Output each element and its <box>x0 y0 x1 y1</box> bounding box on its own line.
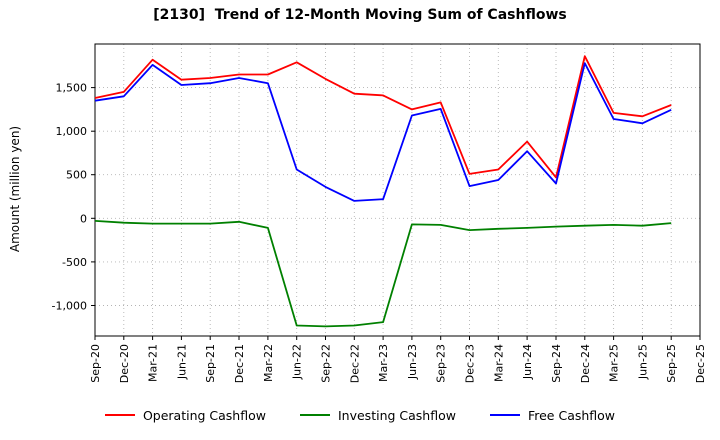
chart-canvas: -1,000 -500 0 500 1,000 1,500 Sep-20 Dec-20 Mar-… <box>52 43 707 384</box>
legend-item-operating-cashflow: Operating Cashflow <box>104 407 266 423</box>
svg-text:Sep-20: Sep-20 <box>89 344 102 383</box>
svg-text:0: 0 <box>80 212 87 225</box>
series-investing-cashflow <box>94 220 672 328</box>
svg-text:Dec-20: Dec-20 <box>118 344 131 383</box>
svg-text:Jun-22: Jun-22 <box>291 344 304 380</box>
series-operating-cashflow <box>94 55 672 179</box>
legend-line-investing-cashflow <box>299 414 330 416</box>
svg-text:Dec-22: Dec-22 <box>348 344 361 383</box>
svg-text:Mar-23: Mar-23 <box>377 344 390 382</box>
svg-text:Sep-25: Sep-25 <box>665 344 678 383</box>
legend-label-free-cashflow: Free Cashflow <box>527 407 616 423</box>
legend-label-operating-cashflow: Operating Cashflow <box>142 407 266 423</box>
svg-text:Dec-23: Dec-23 <box>464 344 477 383</box>
svg-text:Sep-21: Sep-21 <box>204 344 217 383</box>
svg-text:Jun-24: Jun-24 <box>521 344 534 380</box>
svg-text:Dec-25: Dec-25 <box>694 344 707 383</box>
svg-text:Mar-25: Mar-25 <box>608 344 621 382</box>
svg-text:-1,000: -1,000 <box>52 300 87 313</box>
svg-text:Mar-24: Mar-24 <box>492 344 505 382</box>
svg-text:Sep-24: Sep-24 <box>550 344 563 383</box>
legend-label-investing-cashflow: Investing Cashflow <box>337 407 456 423</box>
legend-item-investing-cashflow: Investing Cashflow <box>299 407 456 423</box>
svg-text:1,500: 1,500 <box>56 82 88 95</box>
svg-text:Jun-23: Jun-23 <box>406 344 419 380</box>
series-free-cashflow <box>94 62 672 202</box>
svg-text:Jun-21: Jun-21 <box>175 344 188 380</box>
svg-text:Mar-21: Mar-21 <box>147 344 160 382</box>
svg-text:-500: -500 <box>62 256 87 269</box>
axis-ticks-and-labels: -1,000 -500 0 500 1,000 1,500 Sep-20 Dec-20 Mar-… <box>52 82 707 384</box>
svg-text:Dec-21: Dec-21 <box>233 344 246 383</box>
svg-text:Mar-22: Mar-22 <box>262 344 275 382</box>
legend-line-operating-cashflow <box>104 414 135 416</box>
legend: Operating Cashflow Investing Cashflow Fr… <box>0 403 720 427</box>
svg-text:Sep-22: Sep-22 <box>320 344 333 383</box>
plot-border <box>94 43 701 337</box>
svg-text:1,000: 1,000 <box>56 125 88 138</box>
legend-line-free-cashflow <box>489 414 520 416</box>
svg-text:Sep-23: Sep-23 <box>435 344 448 383</box>
legend-item-free-cashflow: Free Cashflow <box>489 407 616 423</box>
svg-text:500: 500 <box>66 169 87 182</box>
svg-text:Jun-25: Jun-25 <box>636 344 649 380</box>
chart-title: [2130] Trend of 12-Month Moving Sum of C… <box>153 7 567 23</box>
grid-lines <box>94 44 701 336</box>
svg-text:Dec-24: Dec-24 <box>579 344 592 383</box>
